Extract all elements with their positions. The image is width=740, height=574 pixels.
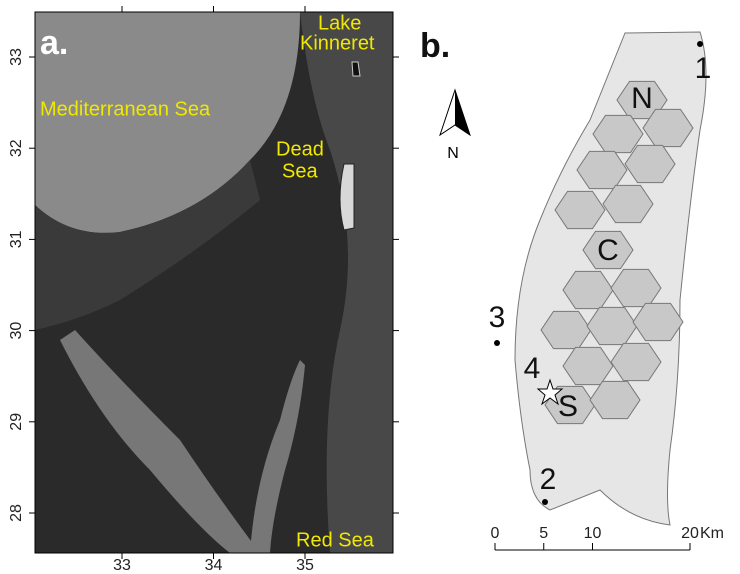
figure: a. Lake Kinneret Mediterranean Sea Dead … (0, 0, 740, 574)
north-arrow-half (455, 90, 470, 135)
station-point (494, 340, 500, 346)
place-name: Mediterranean Sea (40, 98, 211, 120)
scale-label: 5 (539, 525, 548, 542)
station-point (697, 41, 703, 47)
place-name: Dead (276, 138, 324, 160)
lon-label: 34 (205, 557, 223, 574)
lat-label: 29 (8, 413, 25, 431)
zone-label: N (631, 82, 653, 115)
lat-label: 32 (8, 139, 25, 157)
station-label: 4 (524, 352, 541, 385)
lat-label: 31 (8, 230, 25, 248)
lat-label: 28 (8, 504, 25, 522)
scale-label: 0 (491, 525, 500, 542)
lon-label: 33 (113, 557, 131, 574)
panel-label: a. (40, 24, 68, 62)
lake-kinneret-shape (352, 62, 360, 76)
station-label: 1 (695, 52, 712, 85)
place-name: Kinneret (300, 32, 375, 54)
panel-label: b. (420, 27, 450, 65)
place-name: Sea (282, 160, 318, 182)
lat-label: 33 (8, 48, 25, 66)
dead-sea-shape (340, 164, 354, 230)
station-point (542, 499, 548, 505)
station-label: 2 (540, 463, 557, 496)
scale-label: 20 (681, 525, 699, 542)
station-label: 3 (489, 301, 506, 334)
place-name: Red Sea (296, 529, 375, 551)
zone-label: C (597, 234, 619, 267)
lon-label: 35 (296, 557, 314, 574)
study-area (515, 32, 706, 525)
zone-label: S (558, 390, 578, 423)
lat-label: 30 (8, 322, 25, 340)
north-label: N (447, 145, 459, 162)
scale-label: 10 (584, 525, 602, 542)
place-name: Lake (318, 12, 361, 34)
scale-unit: Km (700, 525, 724, 542)
